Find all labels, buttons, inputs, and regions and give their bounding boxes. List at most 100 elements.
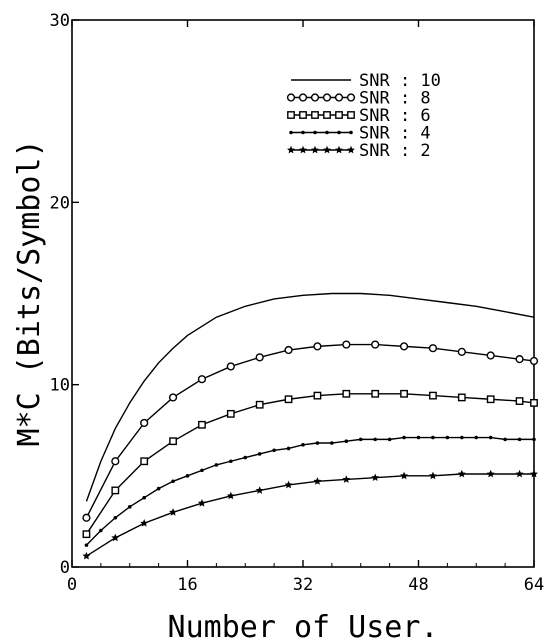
data-point (532, 437, 536, 442)
legend-marker (346, 93, 356, 102)
data-point (313, 342, 322, 351)
legend-marker (322, 93, 332, 102)
data-point (142, 495, 146, 500)
data-point (111, 457, 120, 466)
series-4 (82, 469, 538, 560)
legend-label: SNR : 4 (359, 124, 431, 144)
series-3 (84, 435, 536, 547)
legend-marker (287, 145, 295, 154)
data-point (457, 393, 466, 402)
data-point (255, 400, 264, 409)
data-point (517, 437, 522, 442)
data-point (169, 508, 178, 516)
legend-label: SNR : 6 (359, 106, 431, 126)
data-point (515, 355, 524, 364)
data-point (515, 469, 524, 478)
data-point (284, 345, 293, 355)
data-point (284, 395, 293, 404)
data-point (99, 528, 103, 533)
data-point (371, 340, 380, 349)
series-1 (82, 340, 539, 522)
legend-marker (299, 111, 307, 119)
data-point (226, 409, 235, 418)
data-point (503, 437, 507, 442)
data-point (358, 437, 363, 442)
legend-marker (347, 145, 355, 154)
legend-marker (335, 145, 343, 154)
legend-marker (323, 111, 331, 119)
legend-label: SNR : 2 (359, 141, 431, 161)
data-point (371, 473, 380, 482)
data-point (255, 353, 264, 362)
data-point (226, 362, 235, 371)
data-point (474, 435, 479, 440)
legend-item: SNR : 10 (291, 71, 441, 91)
data-point (140, 457, 149, 466)
series-2 (82, 389, 538, 539)
legend-marker (301, 130, 305, 135)
data-point (313, 391, 322, 400)
x-tick-label: 48 (408, 575, 428, 595)
data-point (330, 441, 334, 445)
data-point (387, 437, 392, 442)
data-point (445, 435, 450, 440)
data-point (529, 356, 539, 366)
data-point (169, 437, 177, 446)
series-line (85, 436, 534, 546)
legend-item: SNR : 6 (287, 106, 431, 126)
data-point (428, 344, 438, 353)
plot-frame (71, 19, 535, 568)
legend-marker (286, 93, 296, 102)
data-point (371, 389, 380, 398)
data-point (530, 399, 538, 407)
legend-label: SNR : 10 (359, 71, 441, 91)
data-point (272, 448, 276, 453)
legend-marker (299, 145, 307, 154)
y-axis-label: M*C (Bits/Symbol) (12, 139, 47, 446)
y-tick-label: 30 (50, 11, 70, 31)
data-point (515, 397, 524, 405)
data-point (431, 435, 435, 440)
legend-marker (289, 130, 293, 135)
data-point (342, 389, 351, 398)
data-point (255, 486, 264, 494)
data-point (140, 418, 149, 428)
data-point (313, 477, 322, 485)
data-point (486, 351, 495, 360)
legend-label: SNR : 8 (359, 89, 431, 109)
data-point (344, 439, 349, 443)
data-point (373, 437, 377, 442)
legend-item: SNR : 8 (286, 89, 431, 109)
data-point (156, 486, 161, 491)
legend-marker (349, 130, 353, 135)
legend-marker (335, 111, 343, 119)
series-line (86, 473, 534, 557)
x-axis-label: Number of User. (168, 610, 439, 644)
data-point (111, 486, 120, 495)
data-point (168, 393, 178, 402)
data-point (416, 435, 421, 440)
legend-marker (287, 111, 295, 119)
y-tick-label: 0 (60, 558, 70, 578)
legend-marker (311, 145, 319, 154)
data-point (229, 459, 233, 464)
x-tick-label: 32 (293, 575, 313, 595)
x-tick-label: 64 (524, 575, 544, 595)
data-point (197, 375, 207, 384)
data-point (214, 463, 219, 467)
data-point (82, 530, 91, 539)
data-point (243, 455, 248, 460)
data-point (226, 491, 235, 500)
legend-marker (337, 130, 341, 135)
series-0 (85, 292, 535, 502)
data-point (399, 342, 409, 351)
legend-marker (323, 145, 331, 154)
data-point (82, 513, 91, 522)
data-point (111, 533, 120, 542)
data-point (457, 347, 466, 356)
series-layer (82, 292, 539, 560)
data-point (486, 469, 495, 478)
data-point (400, 471, 409, 480)
legend-marker (347, 111, 355, 119)
